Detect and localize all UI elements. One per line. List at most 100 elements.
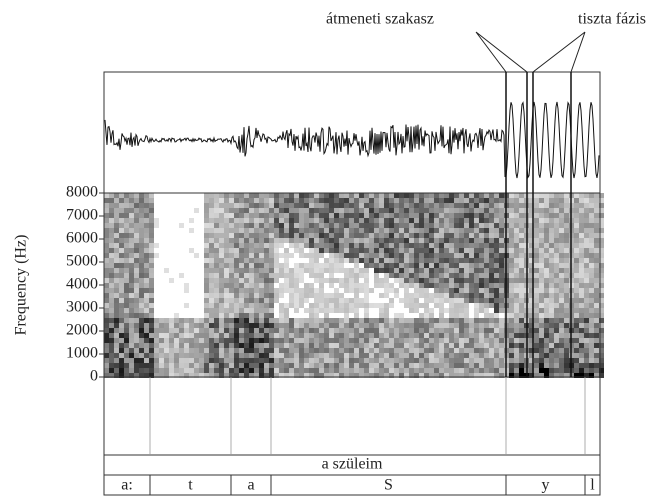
spectrogram-cell xyxy=(469,358,474,363)
spectrogram-cell xyxy=(379,218,384,223)
spectrogram-cell xyxy=(359,353,364,358)
spectrogram-cell xyxy=(594,363,599,368)
spectrogram-cell xyxy=(149,353,154,358)
spectrogram-cell xyxy=(434,208,439,213)
spectrogram-cell xyxy=(219,363,224,368)
spectrogram-cell xyxy=(394,268,399,273)
spectrogram-cell xyxy=(104,258,109,263)
spectrogram-cell xyxy=(464,338,469,343)
spectrogram-cell xyxy=(264,238,269,243)
spectrogram-cell xyxy=(349,298,354,303)
spectrogram-cell xyxy=(564,283,569,288)
spectrogram-cell xyxy=(409,348,414,353)
spectrogram-cell xyxy=(364,253,369,258)
spectrogram-cell xyxy=(264,248,269,253)
spectrogram-cell xyxy=(459,213,464,218)
spectrogram-cell xyxy=(589,328,594,333)
spectrogram-cell xyxy=(379,208,384,213)
spectrogram-cell xyxy=(309,238,314,243)
spectrogram-cell xyxy=(289,353,294,358)
spectrogram-cell xyxy=(164,348,169,353)
spectrogram-cell xyxy=(154,368,159,373)
spectrogram-cell xyxy=(169,328,174,333)
spectrogram-cell xyxy=(189,338,194,343)
spectrogram-cell xyxy=(129,318,134,323)
spectrogram-cell xyxy=(479,353,484,358)
spectrogram-cell xyxy=(399,243,404,248)
spectrogram-cell xyxy=(584,218,589,223)
spectrogram-cell xyxy=(149,293,154,298)
spectrogram-cell xyxy=(214,303,219,308)
spectrogram-cell xyxy=(359,248,364,253)
spectrogram-cell xyxy=(404,338,409,343)
spectrogram-cell xyxy=(154,318,159,323)
spectrogram-cell xyxy=(399,353,404,358)
spectrogram-cell xyxy=(469,343,474,348)
spectrogram-cell xyxy=(499,308,504,313)
spectrogram-cell xyxy=(134,343,139,348)
spectrogram-cell xyxy=(499,218,504,223)
spectrogram-cell xyxy=(589,368,594,373)
spectrogram-cell xyxy=(519,368,524,373)
spectrogram-cell xyxy=(244,203,249,208)
spectrogram-cell xyxy=(229,308,234,313)
spectrogram-cell xyxy=(424,223,429,228)
spectrogram-cell xyxy=(439,203,444,208)
spectrogram-cell xyxy=(319,338,324,343)
spectrogram-cell xyxy=(119,358,124,363)
spectrogram-cell xyxy=(289,283,294,288)
spectrogram-cell xyxy=(234,263,239,268)
spectrogram-cell xyxy=(164,363,169,368)
spectrogram-cell xyxy=(229,348,234,353)
spectrogram-cell xyxy=(554,248,559,253)
spectrogram-cell xyxy=(144,253,149,258)
spectrogram-cell xyxy=(219,243,224,248)
spectrogram-cell xyxy=(444,353,449,358)
spectrogram-cell xyxy=(459,298,464,303)
spectrogram-cell xyxy=(324,203,329,208)
spectrogram-cell xyxy=(494,338,499,343)
spectrogram-cell xyxy=(349,228,354,233)
spectrogram-cell xyxy=(239,208,244,213)
spectrogram-cell xyxy=(594,343,599,348)
spectrogram-cell xyxy=(374,203,379,208)
spectrogram-cell xyxy=(479,238,484,243)
spectrogram-cell xyxy=(589,248,594,253)
spectrogram-cell xyxy=(129,353,134,358)
spectrogram-cell xyxy=(364,353,369,358)
spectrogram-cell xyxy=(139,303,144,308)
spectrogram-cell xyxy=(574,328,579,333)
spectrogram-cell xyxy=(479,208,484,213)
spectrogram-cell xyxy=(594,268,599,273)
spectrogram-cell xyxy=(489,203,494,208)
spectrogram-cell xyxy=(219,328,224,333)
spectrogram-cell xyxy=(434,303,439,308)
spectrogram-cell xyxy=(124,363,129,368)
spectrogram-cell xyxy=(319,298,324,303)
spectrogram-cell xyxy=(409,358,414,363)
spectrogram-cell xyxy=(399,228,404,233)
spectrogram-cell xyxy=(319,248,324,253)
spectrogram-cell xyxy=(579,203,584,208)
spectrogram-cell xyxy=(549,358,554,363)
spectrogram-cell xyxy=(104,318,109,323)
spectrogram-cell xyxy=(144,318,149,323)
spectrogram-cell xyxy=(489,198,494,203)
spectrogram-cell xyxy=(419,213,424,218)
spectrogram-cell xyxy=(444,203,449,208)
spectrogram-cell xyxy=(199,348,204,353)
spectrogram-cell xyxy=(459,348,464,353)
spectrogram-cell xyxy=(114,363,119,368)
spectrogram-cell xyxy=(149,343,154,348)
spectrogram-cell xyxy=(284,278,289,283)
spectrogram-cell xyxy=(374,193,379,198)
spectrogram-cell xyxy=(469,223,474,228)
spectrogram-cell xyxy=(329,333,334,338)
spectrogram-cell xyxy=(119,263,124,268)
spectrogram-cell xyxy=(559,198,564,203)
spectrogram-cell xyxy=(519,303,524,308)
spectrogram-cell xyxy=(334,208,339,213)
spectrogram-cell xyxy=(249,268,254,273)
spectrogram-cell xyxy=(294,238,299,243)
spectrogram-cell xyxy=(439,213,444,218)
